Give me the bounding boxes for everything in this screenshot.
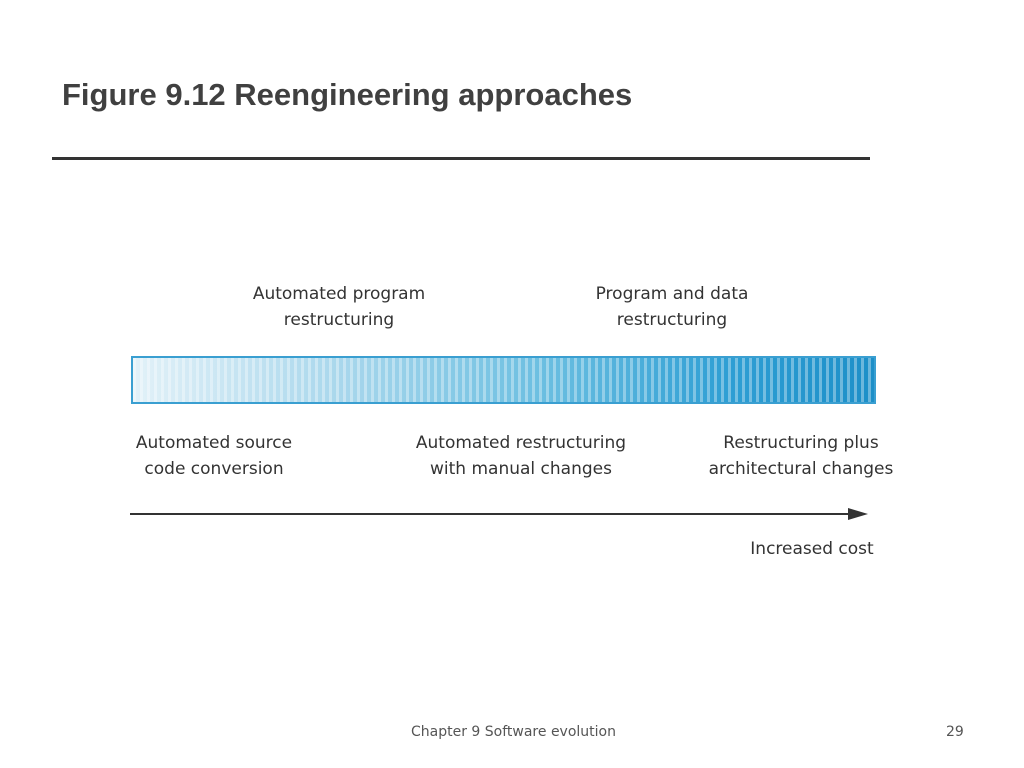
axis-label-increased-cost: Increased cost [750,539,874,559]
label-program-and-data-restructuring: Program and data restructuring [595,284,749,330]
footer-chapter: Chapter 9 Software evolution [411,724,616,740]
arrowhead-icon [848,508,868,520]
label-automated-restructuring-manual-changes: Automated restructuring with manual chan… [415,433,627,479]
title-divider [52,157,870,160]
page-number: 29 [946,724,964,740]
increased-cost-arrow [130,508,868,520]
label-restructuring-plus-architectural-changes: Restructuring plus architectural changes [708,433,894,479]
cost-gradient-bar [131,356,876,404]
label-automated-source-code-conversion: Automated source code conversion [135,433,293,479]
slide-title: Figure 9.12 Reengineering approaches [62,77,633,112]
label-automated-program-restructuring: Automated program restructuring [252,284,426,330]
